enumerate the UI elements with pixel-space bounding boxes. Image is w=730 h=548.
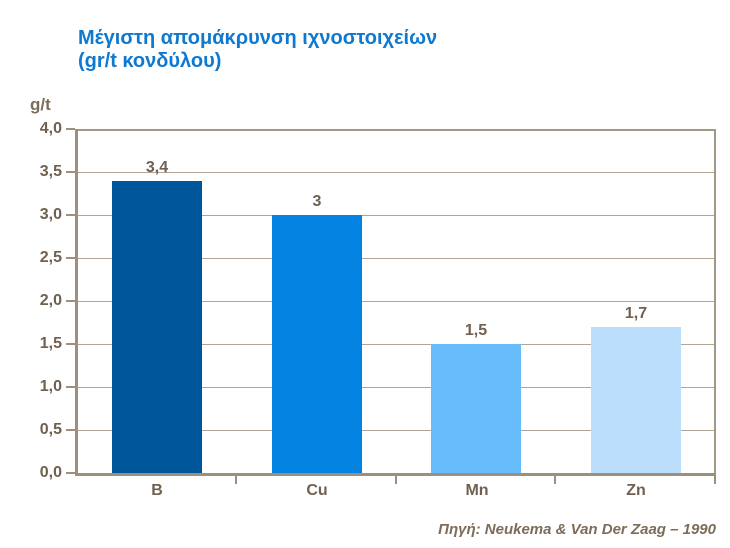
gridline [77,344,716,345]
bar-value-label: 3,4 [145,159,169,176]
y-axis-tick [66,171,75,173]
chart-title: Μέγιστη απομάκρυνση ιχνοστοιχείων (gr/t … [78,27,437,73]
gridline [77,215,716,216]
bar-value-label: 3 [312,193,322,210]
x-tick-label: Mn [465,482,489,499]
x-axis-tick [554,476,556,484]
x-axis-line [75,473,716,476]
gridline [77,301,716,302]
y-tick-label: 3,5 [39,163,62,180]
y-axis-tick [66,472,75,474]
y-tick-label: 0,5 [39,421,62,438]
y-axis-line [75,129,78,476]
y-axis-tick [66,128,75,130]
y-axis-tick [66,300,75,302]
y-tick-label: 4,0 [39,120,62,137]
y-tick-label: 2,5 [39,249,62,266]
bar [272,215,362,473]
y-axis-tick [66,429,75,431]
chart-title-line2: (gr/t κονδύλου) [78,50,222,72]
y-axis-tick [66,386,75,388]
gridline [77,172,716,173]
y-axis-tick [66,257,75,259]
x-tick-label: Cu [306,482,328,499]
x-axis-tick [395,476,397,484]
plot-top-border [77,129,716,131]
y-axis-tick [66,343,75,345]
y-tick-label: 1,0 [39,378,62,395]
source-citation: Πηγή: Neukema & Van Der Zaag – 1990 [438,521,716,538]
gridline [77,387,716,388]
y-tick-label: 0,0 [39,464,62,481]
y-tick-label: 1,5 [39,335,62,352]
x-tick-label: B [151,482,163,499]
y-tick-label: 3,0 [39,206,62,223]
bar [591,327,681,473]
bar-value-label: 1,5 [464,322,488,339]
x-axis-tick [714,476,716,484]
y-axis-tick [66,214,75,216]
y-tick-label: 2,0 [39,292,62,309]
bar-value-label: 1,7 [624,305,648,322]
gridline [77,258,716,259]
plot-right-border [714,129,716,473]
bar [112,181,202,473]
y-axis-unit-label: g/t [30,95,51,114]
chart-title-line1: Μέγιστη απομάκρυνση ιχνοστοιχείων [78,27,438,49]
x-axis-tick [235,476,237,484]
bar [431,344,521,473]
x-tick-label: Zn [626,482,646,499]
gridline [77,430,716,431]
